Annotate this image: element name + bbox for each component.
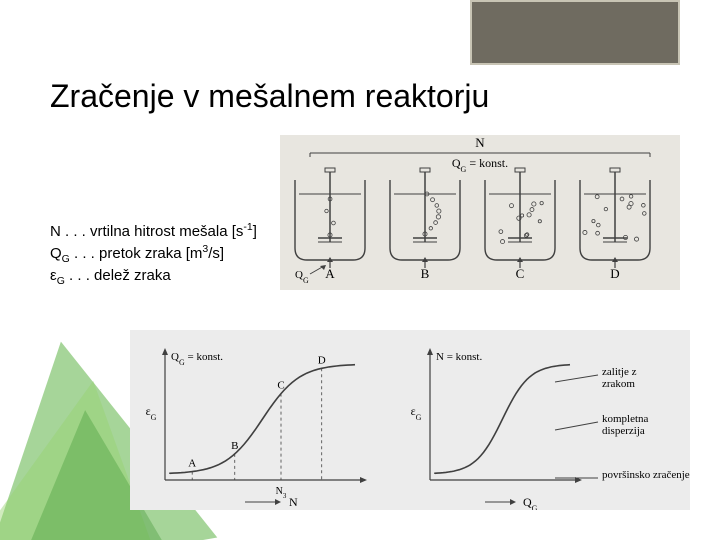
corner-decoration: [470, 0, 680, 65]
figure-plots: ABCDN3QG = konst.εGNN = konst.εGQGzalitj…: [130, 330, 690, 510]
svg-text:zalitje zzrakom: zalitje zzrakom: [602, 366, 637, 390]
legend-l2-mid: . . . pretok zraka [m: [70, 245, 203, 262]
svg-text:kompletnadisperzija: kompletnadisperzija: [602, 413, 649, 437]
legend-l1-pre: N . . . vrtilna hitrost mešala [s: [50, 223, 243, 240]
svg-text:A: A: [325, 266, 335, 281]
legend-l1-post: ]: [253, 223, 257, 240]
legend-l3-pre: ε: [50, 267, 57, 284]
svg-text:N: N: [289, 495, 298, 509]
svg-text:N = konst.: N = konst.: [436, 351, 482, 363]
svg-text:C: C: [516, 266, 525, 281]
legend-line-2: QG . . . pretok zraka [m3/s]: [50, 242, 257, 266]
svg-text:D: D: [610, 266, 619, 281]
slide-title: Zračenje v mešalnem reaktorju: [50, 78, 489, 115]
legend-block: N . . . vrtilna hitrost mešala [s-1] QG …: [50, 220, 257, 289]
svg-text:površinsko zračenje: površinsko zračenje: [602, 469, 690, 481]
legend-line-1: N . . . vrtilna hitrost mešala [s-1]: [50, 220, 257, 242]
svg-text:B: B: [231, 440, 238, 452]
svg-text:A: A: [188, 458, 196, 470]
legend-l1-sup: -1: [243, 221, 252, 233]
legend-l3-sub: G: [57, 275, 65, 287]
svg-text:C: C: [277, 380, 284, 392]
svg-text:D: D: [318, 354, 326, 366]
legend-l3-post: . . . delež zraka: [65, 267, 171, 284]
svg-text:B: B: [421, 266, 430, 281]
svg-text:N: N: [475, 135, 485, 150]
legend-l2-pre: Q: [50, 245, 62, 262]
figure-reactors: NQG = konst.ABCDQG: [280, 135, 680, 290]
legend-l2-post: /s]: [208, 245, 224, 262]
legend-line-3: εG . . . delež zraka: [50, 266, 257, 288]
legend-l2-sub: G: [62, 253, 70, 265]
